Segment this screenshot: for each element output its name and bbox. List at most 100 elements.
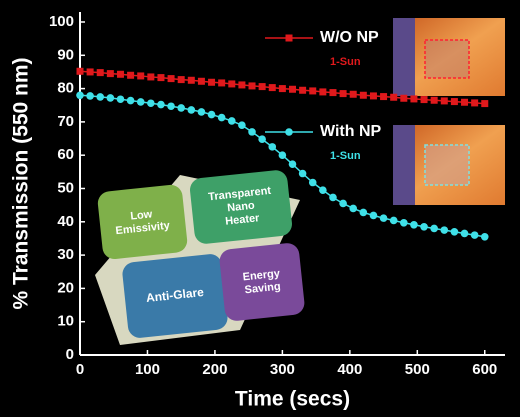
marker xyxy=(86,68,94,76)
y-tick-label: 70 xyxy=(57,113,74,130)
marker xyxy=(136,98,145,106)
marker xyxy=(268,143,277,151)
marker xyxy=(450,98,458,106)
inset-label-line: Heater xyxy=(225,212,261,228)
inset-diagram xyxy=(95,170,305,345)
marker xyxy=(430,96,438,104)
annotation: 1-Sun xyxy=(330,150,361,162)
marker xyxy=(106,94,115,102)
inset-label: LowEmissivity xyxy=(114,207,172,238)
y-tick-label: 20 xyxy=(57,279,74,296)
inset-label-line: Nano xyxy=(227,199,256,214)
marker xyxy=(278,85,286,93)
y-tick-label: 80 xyxy=(57,80,74,97)
marker xyxy=(238,121,246,130)
sample-box xyxy=(424,144,470,186)
inset-label-line: Low xyxy=(130,208,154,222)
marker xyxy=(359,208,368,217)
inset-label-line: Energy xyxy=(242,267,281,283)
marker xyxy=(440,97,448,105)
marker xyxy=(228,80,236,88)
marker xyxy=(329,193,337,202)
marker xyxy=(461,98,469,106)
inset-label-line: Anti-Glare xyxy=(145,285,204,305)
marker xyxy=(390,93,398,101)
marker xyxy=(238,81,246,89)
marker xyxy=(248,82,256,90)
y-tick-label: 30 xyxy=(57,246,74,263)
marker xyxy=(227,117,236,125)
marker xyxy=(380,93,388,101)
y-tick-label: 100 xyxy=(49,13,74,30)
marker xyxy=(96,93,105,101)
marker xyxy=(319,186,327,194)
legend-marker xyxy=(285,128,293,136)
marker xyxy=(450,227,459,236)
inset-label: Anti-Glare xyxy=(145,285,204,305)
marker xyxy=(430,224,438,233)
marker xyxy=(308,178,317,187)
marker xyxy=(116,70,124,78)
marker xyxy=(339,199,347,208)
marker xyxy=(268,84,276,92)
marker xyxy=(187,106,196,114)
legend-label: With NP xyxy=(320,123,382,140)
marker xyxy=(470,231,479,239)
marker xyxy=(258,135,266,144)
x-tick-label: 500 xyxy=(405,361,430,378)
marker xyxy=(410,220,418,229)
marker xyxy=(289,85,296,93)
marker xyxy=(329,89,337,97)
marker xyxy=(339,90,347,98)
marker xyxy=(420,222,428,231)
marker xyxy=(480,232,489,241)
y-tick-label: 50 xyxy=(57,179,74,196)
x-tick-label: 200 xyxy=(202,361,227,378)
marker xyxy=(319,88,327,96)
marker xyxy=(96,69,104,77)
marker xyxy=(379,214,388,222)
marker xyxy=(359,91,367,99)
marker xyxy=(76,67,84,75)
marker xyxy=(137,72,145,80)
inset-photos xyxy=(393,18,505,205)
marker xyxy=(197,108,206,116)
marker xyxy=(369,211,378,220)
marker xyxy=(400,94,408,102)
marker xyxy=(187,76,195,84)
marker xyxy=(126,96,135,105)
x-tick-label: 300 xyxy=(270,361,295,378)
marker xyxy=(420,96,428,104)
marker xyxy=(309,87,317,95)
y-tick-label: 10 xyxy=(57,313,74,330)
marker xyxy=(349,204,358,213)
y-axis-label: % Transmission (550 nm) xyxy=(10,57,33,309)
marker xyxy=(167,102,175,111)
glove xyxy=(393,125,415,205)
marker xyxy=(167,75,175,83)
marker xyxy=(177,104,185,112)
inset-label-line: Saving xyxy=(244,281,281,297)
inset-label: EnergySaving xyxy=(242,267,283,296)
marker xyxy=(481,100,489,108)
marker xyxy=(440,226,449,234)
legend-label: W/O NP xyxy=(320,29,379,46)
tile xyxy=(190,170,292,244)
marker xyxy=(248,128,256,136)
marker xyxy=(177,76,185,84)
y-tick-label: 40 xyxy=(57,213,74,230)
marker xyxy=(278,151,287,159)
y-tick-label: 60 xyxy=(57,146,74,163)
x-tick-label: 100 xyxy=(135,361,160,378)
marker xyxy=(471,99,479,107)
marker xyxy=(400,218,408,227)
tile xyxy=(122,254,228,338)
inset-label-line: Emissivity xyxy=(115,219,171,237)
tile xyxy=(97,184,188,260)
y-tick-label: 90 xyxy=(57,46,74,63)
marker xyxy=(349,90,357,98)
marker xyxy=(207,110,216,119)
marker xyxy=(288,160,297,168)
marker xyxy=(258,83,266,91)
